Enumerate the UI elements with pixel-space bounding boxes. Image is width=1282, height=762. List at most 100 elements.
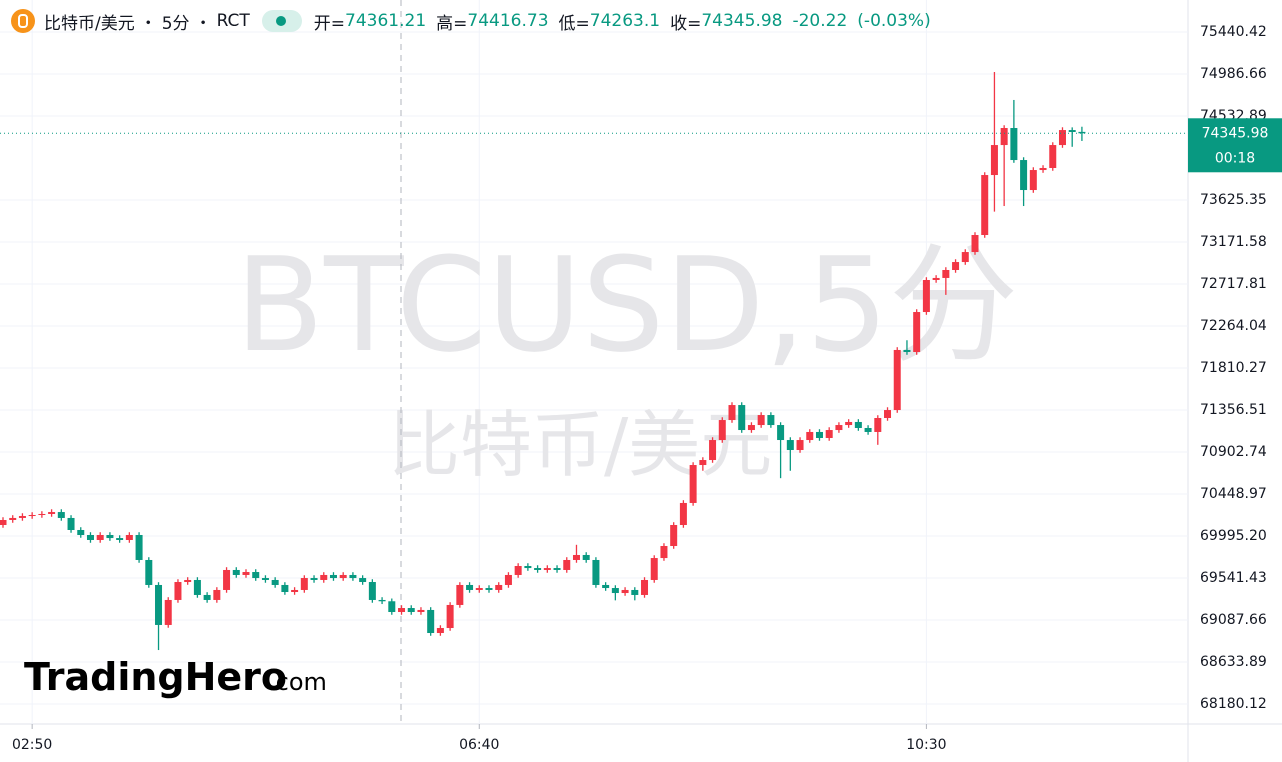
candle-body bbox=[786, 440, 794, 451]
watermark-symbol: BTCUSD,5分 bbox=[235, 229, 1019, 381]
candle-body bbox=[504, 574, 512, 585]
candle-body bbox=[155, 584, 163, 625]
candle-body bbox=[261, 578, 269, 580]
y-tick-label: 75440.42 bbox=[1200, 24, 1267, 40]
candle-body bbox=[932, 277, 940, 280]
candle-body bbox=[1049, 145, 1057, 168]
candle-body bbox=[232, 569, 240, 575]
logo: TradingHero bbox=[24, 655, 287, 699]
candle-body bbox=[602, 584, 610, 589]
watermark-name: 比特币/美元 bbox=[388, 403, 772, 487]
candle-body bbox=[767, 415, 775, 426]
candle-body bbox=[271, 579, 279, 585]
y-tick-label: 73171.58 bbox=[1200, 234, 1267, 250]
candle-body bbox=[193, 579, 201, 595]
x-tick-label: 02:50 bbox=[12, 737, 52, 753]
candle-body bbox=[466, 584, 474, 590]
y-tick-label: 71356.51 bbox=[1200, 402, 1267, 418]
x-tick-label: 06:40 bbox=[459, 737, 499, 753]
symbol: 比特币/美元 bbox=[44, 13, 135, 34]
candle-body bbox=[475, 588, 483, 590]
y-tick-label: 68180.12 bbox=[1200, 696, 1267, 712]
candle-body bbox=[67, 517, 75, 530]
candle-body bbox=[77, 529, 85, 535]
candle-body bbox=[310, 578, 318, 580]
change-percent: (-0.03%) bbox=[857, 11, 931, 31]
legend-header: 比特币/美元・ 5分・ RCT 开= 74361.21 高= 74416.73 低=… bbox=[10, 8, 941, 34]
candle-body bbox=[757, 415, 765, 426]
candle-body bbox=[738, 405, 746, 431]
candle-body bbox=[689, 465, 697, 503]
candle-body bbox=[329, 574, 337, 579]
candle-body bbox=[300, 578, 308, 590]
candle-body bbox=[971, 235, 979, 253]
x-tick-label: 10:30 bbox=[906, 737, 946, 753]
candle-body bbox=[1078, 131, 1086, 134]
candle-body bbox=[1058, 130, 1066, 146]
candle-body bbox=[806, 431, 814, 441]
candle-body bbox=[174, 582, 182, 600]
candle-body bbox=[1000, 128, 1008, 146]
candle-body bbox=[670, 524, 678, 547]
candle-body bbox=[398, 608, 406, 613]
y-tick-label: 72717.81 bbox=[1200, 276, 1267, 292]
candle-body bbox=[213, 589, 221, 600]
candle-body bbox=[485, 588, 493, 590]
candle-body bbox=[281, 584, 289, 593]
y-tick-label: 69541.43 bbox=[1200, 570, 1267, 586]
status-pill[interactable] bbox=[261, 10, 302, 32]
candle-body bbox=[572, 554, 580, 560]
candle-body bbox=[621, 589, 629, 594]
candle-body bbox=[796, 440, 804, 451]
price-tag bbox=[1188, 118, 1282, 173]
candle-body bbox=[164, 599, 172, 625]
candle-body bbox=[9, 517, 17, 520]
candle-body bbox=[339, 574, 347, 579]
candle-body bbox=[543, 568, 551, 570]
candle-body bbox=[641, 579, 649, 595]
candle-body bbox=[456, 584, 464, 605]
candle-body bbox=[38, 513, 46, 516]
open-label: 开= bbox=[313, 13, 346, 34]
candle-body bbox=[942, 269, 950, 278]
candle-body bbox=[252, 572, 260, 579]
candle-body bbox=[592, 559, 600, 585]
low-value: 74263.1 bbox=[589, 11, 661, 31]
candle-body bbox=[223, 569, 231, 590]
candle-body bbox=[86, 534, 94, 540]
candle-body bbox=[320, 574, 328, 580]
candle-body bbox=[514, 566, 522, 575]
candle-body bbox=[116, 538, 124, 540]
candle-body bbox=[1010, 128, 1018, 161]
candle-body bbox=[582, 554, 590, 560]
candle-body bbox=[534, 568, 542, 570]
candle-body bbox=[1029, 170, 1037, 191]
candle-body bbox=[291, 589, 299, 593]
candle-body bbox=[728, 405, 736, 421]
high-label: 高= bbox=[436, 13, 468, 34]
candle-body bbox=[777, 425, 785, 441]
source: RCT bbox=[216, 11, 250, 31]
price-tag-value: 74345.98 bbox=[1202, 125, 1269, 141]
candle-body bbox=[349, 574, 357, 579]
candle-body bbox=[913, 312, 921, 353]
candle-body bbox=[718, 420, 726, 441]
candle-body bbox=[845, 421, 853, 426]
candle-body bbox=[611, 588, 619, 594]
candle-body bbox=[184, 579, 192, 583]
candle-body bbox=[709, 440, 717, 461]
candle-body bbox=[417, 609, 425, 613]
candle-body bbox=[125, 534, 133, 540]
candle-body bbox=[359, 578, 367, 583]
candle-body bbox=[747, 425, 755, 431]
y-tick-label: 68633.89 bbox=[1200, 654, 1267, 670]
candle-body bbox=[446, 604, 454, 629]
candle-body bbox=[952, 262, 960, 270]
candle-body bbox=[903, 349, 911, 353]
candle-body bbox=[135, 534, 143, 560]
candle-body bbox=[699, 460, 707, 466]
high-value: 74416.73 bbox=[467, 11, 549, 31]
change: -20.22 bbox=[792, 11, 848, 31]
candle-body bbox=[145, 559, 153, 585]
